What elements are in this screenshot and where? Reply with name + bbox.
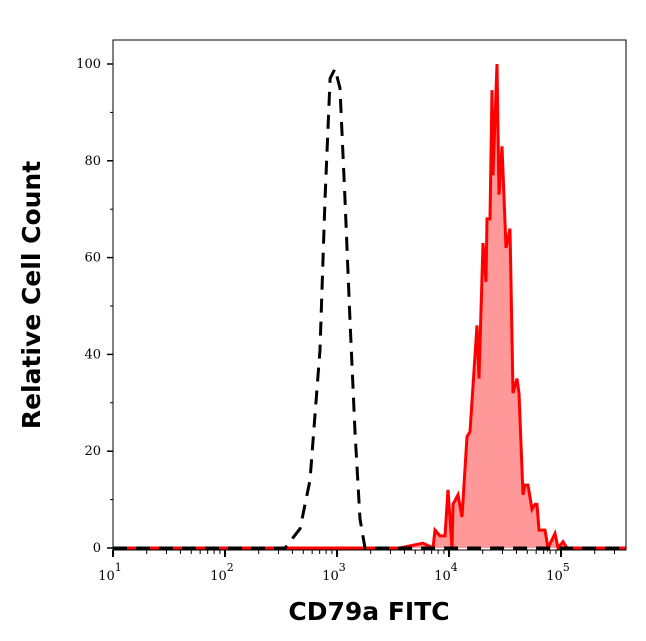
y-tick-label: 100 (76, 57, 101, 72)
x-tick-label: 105 (546, 561, 570, 584)
y-tick-label: 20 (84, 444, 101, 459)
x-tick-label: 103 (322, 561, 346, 584)
series-fill-area (113, 64, 626, 548)
y-tick-label: 80 (84, 154, 101, 169)
x-tick-label: 101 (98, 561, 122, 584)
x-tick-label: 102 (210, 561, 234, 584)
x-axis-title: CD79a FITC (288, 597, 449, 626)
y-tick-label: 60 (84, 251, 101, 266)
y-axis-title: Relative Cell Count (17, 161, 46, 429)
y-tick-label: 0 (93, 541, 101, 556)
series-line-red (113, 63, 626, 553)
y-tick-label: 40 (84, 347, 101, 362)
plot-frame (112, 39, 627, 551)
axis-layer: 101 102 103 104 105 0 20 40 60 80 100 (76, 57, 615, 584)
series-line-dashed-black (113, 64, 626, 550)
series-layer (113, 63, 626, 553)
x-tick-label: 104 (434, 561, 458, 584)
